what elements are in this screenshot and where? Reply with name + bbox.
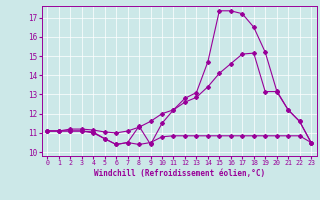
X-axis label: Windchill (Refroidissement éolien,°C): Windchill (Refroidissement éolien,°C) [94,169,265,178]
